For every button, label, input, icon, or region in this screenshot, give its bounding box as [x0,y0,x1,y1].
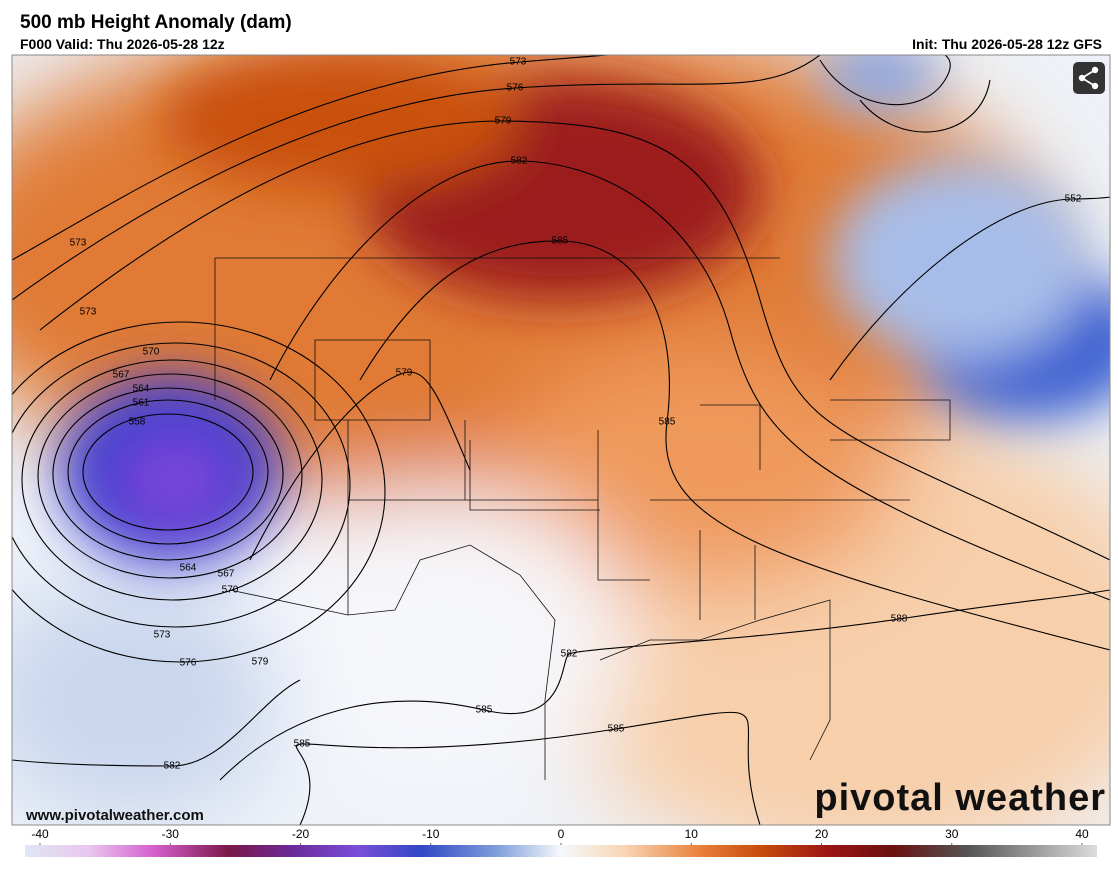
contour-label: 561 [133,398,150,409]
contour-label: 582 [164,761,181,772]
contour-label: 576 [507,83,524,94]
map-feature [359,240,1110,651]
map-feature [219,589,1110,781]
contour-label: 573 [70,238,87,249]
contour-label: 579 [396,368,413,379]
anomaly-cores [60,55,1110,565]
contour-label: 585 [659,417,676,428]
contour-label: 564 [133,384,150,395]
map-feature [819,55,951,106]
map-feature [39,120,1110,561]
colorbar-tick-label: 20 [815,827,829,841]
map-feature [269,160,1110,601]
contour-label: 585 [294,739,311,750]
share-button[interactable] [1073,62,1105,94]
colorbar-tick-label: -20 [292,827,310,841]
valid-time: F000 Valid: Thu 2026-05-28 12z [20,36,225,52]
map-feature [12,55,821,301]
map-feature [249,371,471,561]
logo: pivotal weather [814,777,1106,819]
contour-label: 573 [510,57,527,68]
contour-label: 585 [476,705,493,716]
contour-labels: 5735765795825855735735705675645615585795… [70,57,1082,772]
map-feature [12,55,860,261]
colorbar-tick-label: -10 [422,827,440,841]
site-url: www.pivotalweather.com [25,807,204,824]
colorbar-tick-label: 30 [945,827,959,841]
contour-label: 588 [891,614,908,625]
map-frame [11,54,1111,826]
colorbar-tick-label: 0 [558,827,565,841]
colorbar-tick-label: 40 [1075,827,1089,841]
contour-label: 573 [80,307,97,318]
contour-label: 567 [113,370,130,381]
colorbar-tick-label: -40 [31,827,49,841]
colorbar-tick-label: -30 [162,827,180,841]
map-feature [120,435,230,525]
contour-label: 570 [222,585,239,596]
boundaries [214,257,951,780]
map-field: 5735765795825855735735705675645615585795… [12,55,1110,825]
contour-label: 552 [1065,194,1082,205]
share-button-bg[interactable] [1073,62,1105,94]
init-time: Init: Thu 2026-05-28 12z GFS [912,36,1102,52]
map-feature [160,55,520,190]
map-feature [859,79,991,133]
map-feature [21,359,323,601]
contour-label: 567 [218,569,235,580]
map-feature [82,413,254,531]
contour-label: 573 [154,630,171,641]
contour-label: 564 [180,563,197,574]
contour-label: 585 [608,724,625,735]
map-feature [37,373,303,579]
contour-label: 579 [252,657,269,668]
map-feature [295,711,761,825]
colorbar [25,845,1097,857]
contour-label: 558 [129,417,146,428]
map-feature [12,321,386,663]
colorbar-tick-label: 10 [685,827,699,841]
map-feature [500,350,900,590]
map-feature [52,387,284,561]
map-feature [820,55,940,110]
map-title: 500 mb Height Anomaly (dam) [20,12,292,33]
share-icon[interactable] [1081,69,1096,87]
contour-label: 582 [561,649,578,660]
colorbar-ticks: -40 -30 -20 -10 0 10 20 30 40 [31,827,1089,845]
map-feature [250,490,630,790]
map-feature [67,399,269,545]
map-feature [229,544,831,780]
map-feature [12,342,351,628]
contour-label: 582 [511,156,528,167]
contour-label: 579 [495,116,512,127]
contour-label: 570 [143,347,160,358]
contour-label: 585 [552,236,569,247]
map-feature [829,190,1110,381]
contour-label: 576 [180,658,197,669]
contours [12,55,1110,825]
map-feature [830,160,1090,360]
map-feature [12,679,301,767]
map-feature [214,257,951,620]
